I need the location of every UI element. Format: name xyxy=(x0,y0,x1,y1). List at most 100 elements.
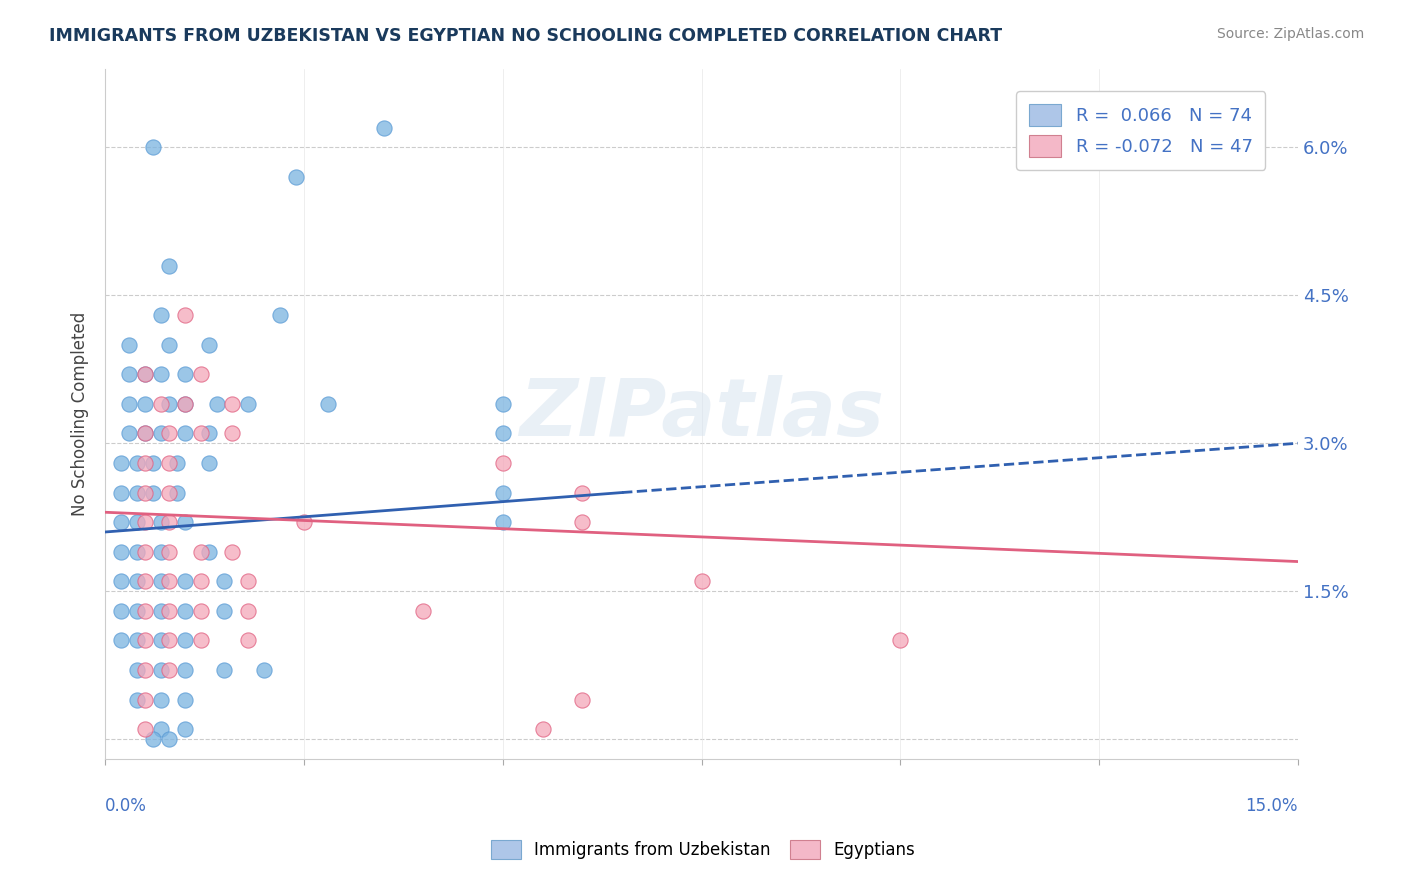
Point xyxy=(221,426,243,441)
Point xyxy=(157,574,180,589)
Point xyxy=(110,545,132,559)
Point xyxy=(110,515,132,529)
Point xyxy=(157,397,180,411)
Point xyxy=(125,545,148,559)
Point xyxy=(149,308,172,322)
Point xyxy=(149,604,172,618)
Point xyxy=(134,485,156,500)
Point xyxy=(134,515,156,529)
Point xyxy=(149,722,172,736)
Point xyxy=(157,456,180,470)
Text: ZIPatlas: ZIPatlas xyxy=(519,375,884,452)
Point xyxy=(134,633,156,648)
Point xyxy=(110,574,132,589)
Point xyxy=(285,169,308,184)
Point xyxy=(157,604,180,618)
Point xyxy=(412,604,434,618)
Point xyxy=(173,397,195,411)
Point xyxy=(134,368,156,382)
Point xyxy=(238,604,260,618)
Point xyxy=(316,397,339,411)
Point xyxy=(110,485,132,500)
Point xyxy=(173,515,195,529)
Point xyxy=(205,397,228,411)
Point xyxy=(221,545,243,559)
Point xyxy=(125,515,148,529)
Point xyxy=(214,663,236,677)
Point xyxy=(173,722,195,736)
Point xyxy=(134,426,156,441)
Point xyxy=(190,633,212,648)
Point xyxy=(238,633,260,648)
Point xyxy=(134,426,156,441)
Legend: R =  0.066   N = 74, R = -0.072   N = 47: R = 0.066 N = 74, R = -0.072 N = 47 xyxy=(1017,91,1265,169)
Point xyxy=(110,604,132,618)
Legend: Immigrants from Uzbekistan, Egyptians: Immigrants from Uzbekistan, Egyptians xyxy=(484,833,922,866)
Point xyxy=(173,633,195,648)
Point xyxy=(149,545,172,559)
Point xyxy=(149,426,172,441)
Point xyxy=(214,604,236,618)
Point xyxy=(149,397,172,411)
Point xyxy=(173,368,195,382)
Point xyxy=(118,368,141,382)
Text: 15.0%: 15.0% xyxy=(1246,797,1298,814)
Point xyxy=(134,397,156,411)
Point xyxy=(118,397,141,411)
Point xyxy=(190,368,212,382)
Point xyxy=(157,545,180,559)
Point xyxy=(173,426,195,441)
Point xyxy=(157,515,180,529)
Point xyxy=(889,633,911,648)
Point xyxy=(110,633,132,648)
Point xyxy=(142,485,165,500)
Point xyxy=(157,337,180,351)
Point xyxy=(149,574,172,589)
Point xyxy=(142,140,165,154)
Point xyxy=(190,426,212,441)
Point xyxy=(149,515,172,529)
Point xyxy=(190,604,212,618)
Point xyxy=(531,722,554,736)
Point xyxy=(157,426,180,441)
Point xyxy=(149,692,172,706)
Point xyxy=(492,485,515,500)
Point xyxy=(125,633,148,648)
Point xyxy=(292,515,315,529)
Point xyxy=(173,663,195,677)
Point xyxy=(118,337,141,351)
Point xyxy=(571,485,593,500)
Point xyxy=(134,456,156,470)
Point xyxy=(134,368,156,382)
Text: 0.0%: 0.0% xyxy=(105,797,148,814)
Point xyxy=(269,308,291,322)
Point xyxy=(134,574,156,589)
Point xyxy=(173,574,195,589)
Point xyxy=(197,545,219,559)
Point xyxy=(166,456,188,470)
Point xyxy=(571,515,593,529)
Point xyxy=(166,485,188,500)
Point xyxy=(125,456,148,470)
Point xyxy=(134,663,156,677)
Point xyxy=(492,456,515,470)
Text: IMMIGRANTS FROM UZBEKISTAN VS EGYPTIAN NO SCHOOLING COMPLETED CORRELATION CHART: IMMIGRANTS FROM UZBEKISTAN VS EGYPTIAN N… xyxy=(49,27,1002,45)
Point xyxy=(173,604,195,618)
Point xyxy=(157,633,180,648)
Point xyxy=(157,663,180,677)
Point xyxy=(118,426,141,441)
Point xyxy=(134,722,156,736)
Point xyxy=(125,574,148,589)
Point xyxy=(157,732,180,747)
Point xyxy=(690,574,713,589)
Point xyxy=(125,663,148,677)
Point xyxy=(197,456,219,470)
Point xyxy=(492,515,515,529)
Point xyxy=(373,120,395,135)
Point xyxy=(221,397,243,411)
Point xyxy=(125,485,148,500)
Point xyxy=(173,397,195,411)
Point xyxy=(190,545,212,559)
Point xyxy=(125,692,148,706)
Point xyxy=(125,604,148,618)
